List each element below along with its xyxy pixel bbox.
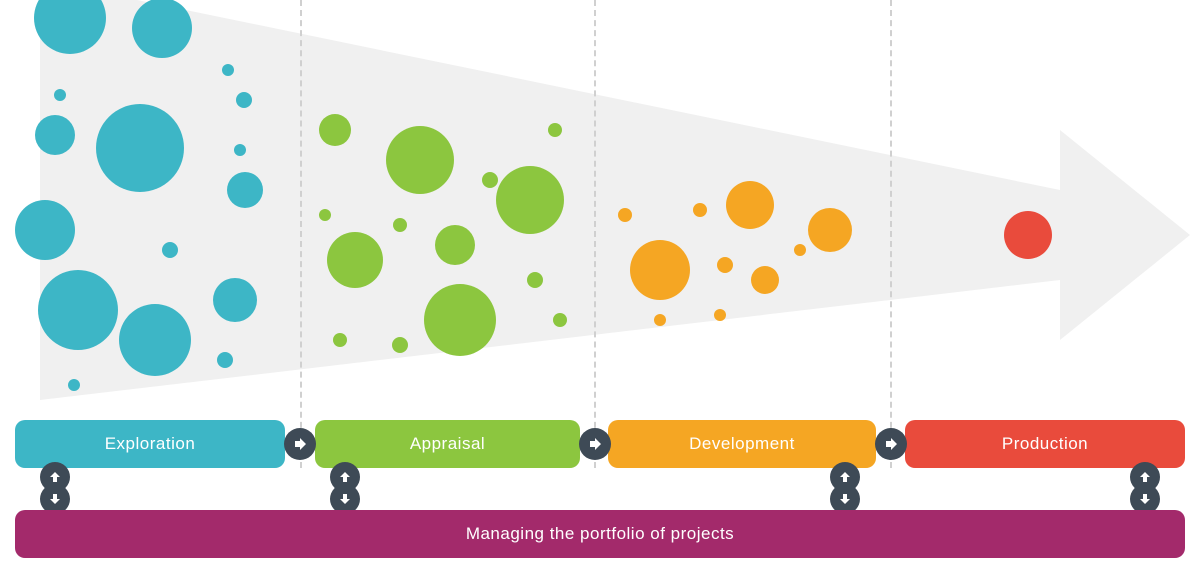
bubble-teal [15, 200, 75, 260]
bubble-green [527, 272, 543, 288]
bubble-teal [38, 270, 118, 350]
diagram-canvas: Exploration Appraisal Development Productio… [0, 0, 1200, 588]
bubble-teal [234, 144, 246, 156]
arrow-right-icon [579, 428, 611, 460]
arrow-right-icon [875, 428, 907, 460]
bubble-green [386, 126, 454, 194]
bubble-teal [162, 242, 178, 258]
stage-bar-exploration: Exploration [15, 420, 285, 468]
bubble-green [327, 232, 383, 288]
bubble-orange [808, 208, 852, 252]
bubble-orange [693, 203, 707, 217]
bubble-green [482, 172, 498, 188]
bubble-teal [119, 304, 191, 376]
bubble-green [319, 209, 331, 221]
bubble-orange [794, 244, 806, 256]
bubble-orange [654, 314, 666, 326]
stage-label-exploration: Exploration [105, 434, 196, 454]
stage-divider-1 [300, 0, 302, 468]
bubble-teal [96, 104, 184, 192]
stage-label-development: Development [689, 434, 795, 454]
bubble-green [435, 225, 475, 265]
bubble-orange [714, 309, 726, 321]
portfolio-bar: Managing the portfolio of projects [15, 510, 1185, 558]
bubble-teal [217, 352, 233, 368]
stage-bar-development: Development [608, 420, 876, 468]
stage-label-appraisal: Appraisal [410, 434, 485, 454]
bubble-green [392, 337, 408, 353]
stage-divider-3 [890, 0, 892, 468]
bubble-orange [751, 266, 779, 294]
bubble-green [333, 333, 347, 347]
stage-bar-production: Production [905, 420, 1185, 468]
bubble-teal [227, 172, 263, 208]
funnel-shape [40, 0, 1190, 400]
bubble-teal [68, 379, 80, 391]
portfolio-label: Managing the portfolio of projects [466, 524, 734, 544]
bubble-green [319, 114, 351, 146]
updown-connector [830, 462, 860, 514]
bubble-teal [54, 89, 66, 101]
stage-divider-2 [594, 0, 596, 468]
bubble-teal [34, 0, 106, 54]
funnel-arrow [40, 0, 1190, 400]
bubble-orange [726, 181, 774, 229]
updown-connector [40, 462, 70, 514]
updown-connector [330, 462, 360, 514]
bubble-teal [222, 64, 234, 76]
bubble-teal [236, 92, 252, 108]
bubble-orange [618, 208, 632, 222]
bubble-orange [630, 240, 690, 300]
updown-connector [1130, 462, 1160, 514]
stage-label-production: Production [1002, 434, 1088, 454]
bubble-green [424, 284, 496, 356]
bubble-green [496, 166, 564, 234]
bubble-teal [35, 115, 75, 155]
bubble-green [548, 123, 562, 137]
bubble-orange [717, 257, 733, 273]
bubble-red [1004, 211, 1052, 259]
bubble-teal [213, 278, 257, 322]
bubble-green [393, 218, 407, 232]
bubble-teal [132, 0, 192, 58]
arrow-right-icon [284, 428, 316, 460]
stage-bar-appraisal: Appraisal [315, 420, 580, 468]
bubble-green [553, 313, 567, 327]
